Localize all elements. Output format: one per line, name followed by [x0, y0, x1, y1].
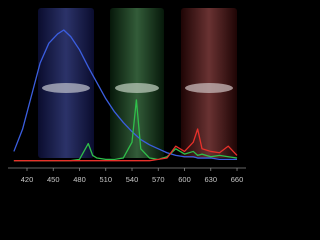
chart: 420 450 480 510 540 570 600 630 660 — [8, 8, 246, 184]
blue-glow — [42, 83, 90, 93]
x-tick-label: 600 — [178, 175, 191, 184]
x-tick-label: 420 — [21, 175, 34, 184]
red-glow — [185, 83, 233, 93]
x-tick-label: 630 — [205, 175, 218, 184]
x-tick-label: 540 — [126, 175, 139, 184]
line-red — [13, 128, 238, 162]
green-glow — [115, 83, 159, 93]
line-blue — [13, 29, 238, 161]
x-tick-label: 450 — [47, 175, 60, 184]
x-tick-label: 510 — [100, 175, 113, 184]
x-tick-label: 480 — [73, 175, 86, 184]
x-tick-label: 660 — [231, 175, 244, 184]
x-tick-label: 570 — [152, 175, 165, 184]
cuvettes — [38, 8, 237, 158]
